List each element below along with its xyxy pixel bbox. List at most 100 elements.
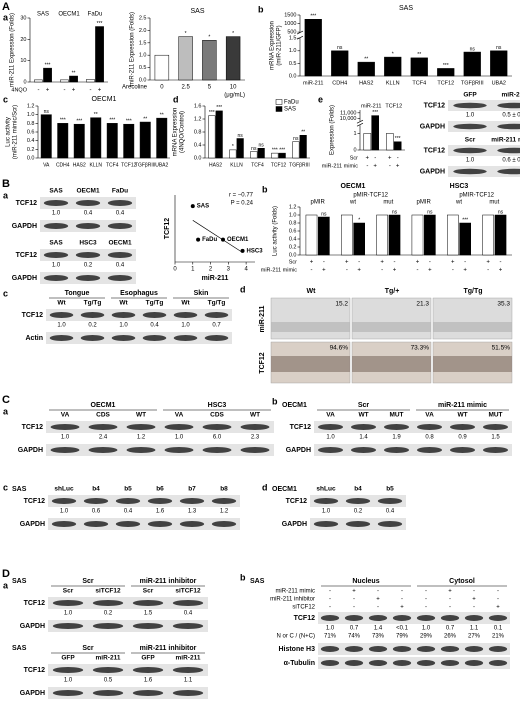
- quantification: 2.3: [251, 435, 260, 441]
- significance: ns: [470, 46, 476, 52]
- ratio-label: N or C / (N+C): [276, 634, 315, 640]
- y-axis-label: TCF12: [164, 218, 171, 240]
- category-label: CDH4: [56, 162, 70, 168]
- tissue-layer: [352, 322, 431, 332]
- lane-label: WT: [358, 412, 368, 419]
- blot-strip: [48, 495, 240, 507]
- x-axis-label: miR-211: [202, 275, 229, 282]
- significance: ***: [126, 119, 132, 125]
- quantification: 1.0: [322, 509, 331, 515]
- blot-band: [132, 623, 164, 629]
- lane-label: CDS: [96, 412, 110, 419]
- row-label: GAPDH: [282, 521, 307, 528]
- lane-label: OECM1: [76, 188, 100, 195]
- y-tick-label: 1000: [284, 21, 296, 27]
- y-tick-label: 0.0: [27, 155, 35, 161]
- blot-band: [453, 102, 487, 109]
- x-tick-label: 0: [173, 267, 177, 273]
- quantification: 0.4: [184, 611, 193, 617]
- quantification: 1.1: [184, 678, 193, 684]
- blot-band: [392, 660, 412, 666]
- cell-line: OECM1: [272, 486, 297, 493]
- blot-band: [142, 335, 167, 341]
- bar: [215, 110, 223, 159]
- category-label: KLLN: [89, 162, 102, 168]
- bar: [299, 135, 307, 159]
- lane-label: Wt: [119, 300, 128, 307]
- y-tick-label: 1: [353, 131, 356, 137]
- significance: ***: [209, 110, 215, 116]
- category-label: miR-211: [361, 103, 381, 109]
- lane-label: HSC3: [79, 240, 97, 247]
- quantification: 1.5: [144, 611, 153, 617]
- y-tick-label: 0.4: [289, 236, 297, 242]
- ratio: 73%: [372, 634, 385, 640]
- y-tick-label: 0.4: [27, 138, 35, 144]
- quantification: 1.0: [466, 158, 475, 164]
- quantification: 1.0: [466, 113, 475, 119]
- quantification: 1.0: [60, 509, 69, 515]
- blot-band: [172, 623, 204, 629]
- quantification: 0.9: [458, 435, 467, 441]
- blot-band: [75, 275, 101, 281]
- panel-label: c: [3, 288, 8, 298]
- panel-label: b: [258, 4, 264, 14]
- regression-line: [192, 220, 243, 253]
- sign: +: [352, 589, 356, 595]
- blot-band: [320, 660, 340, 666]
- sign: +: [499, 268, 503, 274]
- bar: [40, 114, 52, 159]
- blot-band: [107, 275, 133, 281]
- row-label: α-Tubulin: [284, 660, 315, 667]
- lane-label: siTCF12: [95, 588, 121, 595]
- blot-band: [92, 667, 124, 673]
- blot-band: [107, 223, 133, 229]
- blot-band: [416, 615, 436, 621]
- axis-break: [356, 119, 364, 124]
- chart-title: SAS: [190, 8, 204, 15]
- sign: +: [428, 268, 432, 274]
- legend-swatch: [275, 99, 283, 105]
- blot-band: [377, 498, 403, 504]
- point: [221, 237, 225, 242]
- category-label: HAS2: [359, 80, 373, 86]
- significance: ns: [392, 209, 398, 215]
- group-label: miR-211 inhibitor: [140, 645, 197, 652]
- y-tick-label: 0.6: [27, 129, 35, 135]
- category-label: TGFβRIII: [289, 162, 310, 168]
- blot-band: [368, 646, 388, 652]
- lane-label: VA: [326, 412, 335, 419]
- row-label: GAPDH: [20, 521, 45, 528]
- quantification: 1.0: [175, 435, 184, 441]
- blot-band: [368, 615, 388, 621]
- y-tick-label: 0.5: [139, 65, 147, 71]
- blot-band: [497, 168, 520, 175]
- significance: **: [417, 52, 421, 58]
- lane-label: SAS: [49, 188, 63, 195]
- sign: +: [98, 88, 102, 94]
- significance: ***: [443, 63, 449, 69]
- cell-line: SAS: [250, 578, 265, 585]
- quantification: 0.4: [84, 211, 93, 217]
- point: [196, 237, 201, 242]
- sign: -: [397, 156, 399, 162]
- blot-strip: [314, 421, 512, 433]
- category-label: VA: [43, 162, 50, 168]
- quantification: 1.0: [326, 626, 335, 632]
- section-label: D: [2, 568, 10, 580]
- quantification: 0.4: [116, 211, 125, 217]
- blot-band: [464, 660, 484, 666]
- lane-label: b8: [220, 486, 228, 493]
- significance: ***: [45, 62, 51, 68]
- sign: -: [497, 589, 499, 595]
- row-label: TCF12: [424, 147, 446, 154]
- category-label: OECM1: [58, 12, 80, 18]
- blot-band: [440, 660, 460, 666]
- blot-strip: [48, 687, 208, 699]
- point-label: HSC3: [247, 248, 264, 254]
- blot-strip: [318, 657, 510, 669]
- bar: [292, 141, 300, 159]
- sign: +: [72, 88, 76, 94]
- blot-band: [320, 615, 340, 621]
- bar: [73, 123, 85, 159]
